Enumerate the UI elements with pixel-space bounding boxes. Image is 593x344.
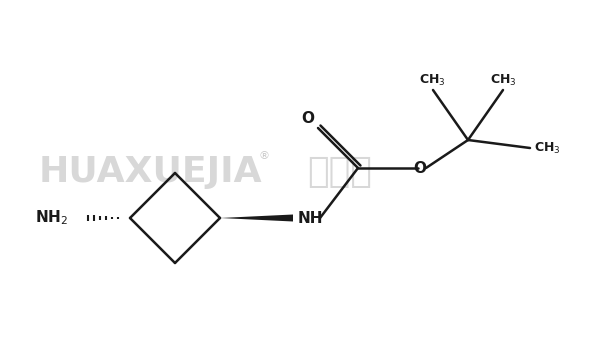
Text: O: O [301,111,314,126]
Text: CH$_3$: CH$_3$ [534,140,560,155]
Text: ®: ® [259,151,269,161]
Text: HUAXUEJIA: HUAXUEJIA [38,155,262,189]
Text: NH$_2$: NH$_2$ [35,209,68,227]
Polygon shape [220,215,293,222]
Text: 化学加: 化学加 [308,155,372,189]
Text: CH$_3$: CH$_3$ [419,73,445,88]
Text: NH: NH [298,211,324,226]
Text: CH$_3$: CH$_3$ [490,73,517,88]
Text: O: O [413,161,426,175]
